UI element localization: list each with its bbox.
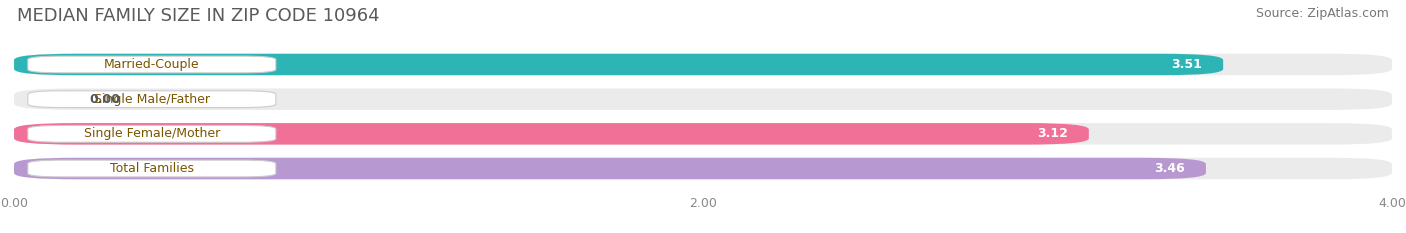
Text: 3.46: 3.46 bbox=[1154, 162, 1185, 175]
Text: MEDIAN FAMILY SIZE IN ZIP CODE 10964: MEDIAN FAMILY SIZE IN ZIP CODE 10964 bbox=[17, 7, 380, 25]
FancyBboxPatch shape bbox=[28, 160, 276, 177]
Text: Single Female/Mother: Single Female/Mother bbox=[84, 127, 219, 140]
Text: Married-Couple: Married-Couple bbox=[104, 58, 200, 71]
FancyBboxPatch shape bbox=[14, 54, 1392, 75]
Text: Source: ZipAtlas.com: Source: ZipAtlas.com bbox=[1256, 7, 1389, 20]
FancyBboxPatch shape bbox=[14, 54, 1223, 75]
FancyBboxPatch shape bbox=[14, 123, 1088, 145]
FancyBboxPatch shape bbox=[28, 91, 276, 108]
FancyBboxPatch shape bbox=[14, 123, 1392, 145]
FancyBboxPatch shape bbox=[28, 56, 276, 73]
FancyBboxPatch shape bbox=[14, 158, 1392, 179]
FancyBboxPatch shape bbox=[28, 125, 276, 142]
Text: 3.51: 3.51 bbox=[1171, 58, 1202, 71]
Text: 0.00: 0.00 bbox=[90, 93, 121, 106]
Text: Total Families: Total Families bbox=[110, 162, 194, 175]
Text: Single Male/Father: Single Male/Father bbox=[94, 93, 209, 106]
Text: 3.12: 3.12 bbox=[1038, 127, 1069, 140]
FancyBboxPatch shape bbox=[14, 158, 1206, 179]
FancyBboxPatch shape bbox=[14, 88, 1392, 110]
